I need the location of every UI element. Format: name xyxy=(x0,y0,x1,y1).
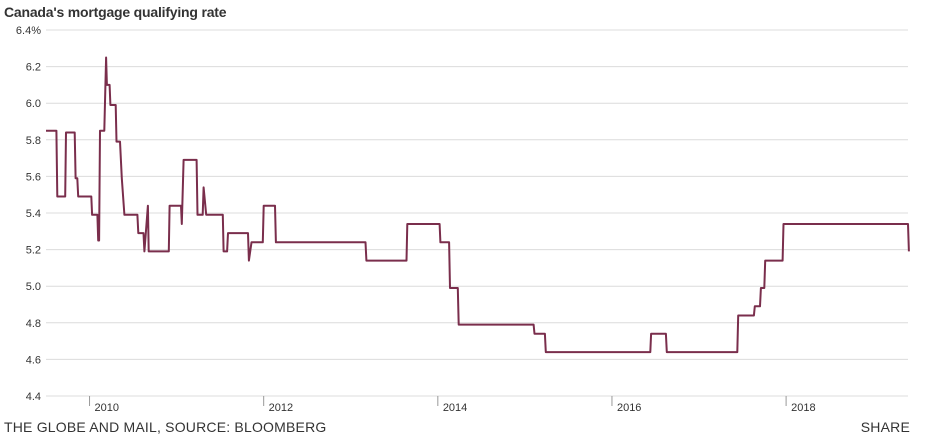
y-tick-label: 4.4 xyxy=(26,391,41,403)
y-axis-ticks: 4.4 4.6 4.8 5.0 5.2 5.4 5.6 5.8 6.0 6.2 6.4% xyxy=(16,25,41,403)
gridlines xyxy=(46,29,908,397)
x-tick-label: 2012 xyxy=(269,402,293,414)
x-tick-label: 2014 xyxy=(443,402,467,414)
x-tick-label: 2016 xyxy=(617,402,641,414)
y-tick-label: 6.0 xyxy=(26,98,41,110)
y-tick-label: 6.2 xyxy=(26,62,41,74)
footer-source: THE GLOBE AND MAIL, SOURCE: BLOOMBERG xyxy=(4,419,327,435)
y-tick-label: 5.0 xyxy=(26,281,41,293)
y-tick-label: 5.2 xyxy=(26,245,41,257)
x-tick-label: 2018 xyxy=(791,402,815,414)
y-tick-label: 5.8 xyxy=(26,135,41,147)
share-button[interactable]: SHARE xyxy=(860,419,910,435)
chart-title: Canada's mortgage qualifying rate xyxy=(4,4,227,20)
y-tick-label: 4.6 xyxy=(26,354,41,366)
y-tick-label: 6.4% xyxy=(16,25,41,37)
x-axis-ticks: 2010 2012 2014 2016 2018 xyxy=(89,396,816,414)
x-tick-label: 2010 xyxy=(95,402,119,414)
y-tick-label: 5.6 xyxy=(26,171,41,183)
series-lines xyxy=(46,56,910,354)
y-tick-label: 5.4 xyxy=(26,208,41,220)
series-line xyxy=(46,56,910,354)
y-tick-label: 4.8 xyxy=(26,318,41,330)
